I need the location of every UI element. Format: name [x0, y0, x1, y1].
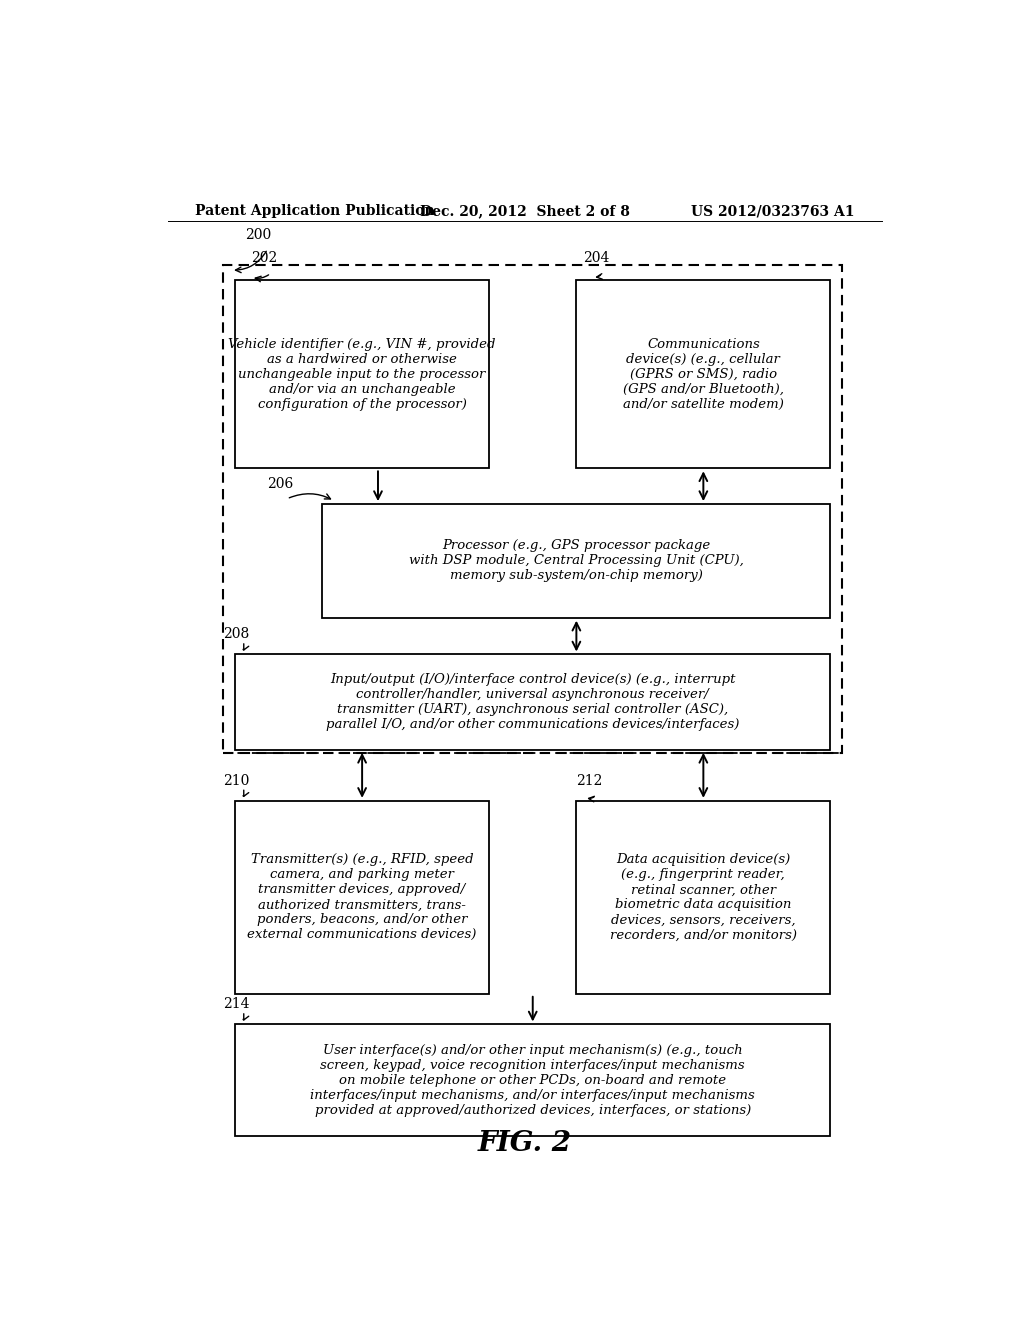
Text: FIG. 2: FIG. 2 [478, 1130, 571, 1156]
Text: Vehicle identifier (e.g., VIN #, provided
as a hardwired or otherwise
unchangeab: Vehicle identifier (e.g., VIN #, provide… [228, 338, 496, 411]
Text: 214: 214 [223, 997, 250, 1011]
Text: 200: 200 [246, 228, 271, 242]
Text: Patent Application Publication: Patent Application Publication [196, 205, 435, 218]
Text: Dec. 20, 2012  Sheet 2 of 8: Dec. 20, 2012 Sheet 2 of 8 [420, 205, 630, 218]
Text: 202: 202 [251, 251, 278, 265]
Text: Transmitter(s) (e.g., RFID, speed
camera, and parking meter
transmitter devices,: Transmitter(s) (e.g., RFID, speed camera… [248, 853, 477, 941]
Bar [323, 504, 830, 618]
Text: 204: 204 [583, 251, 609, 265]
Text: User interface(s) and/or other input mechanism(s) (e.g., touch
screen, keypad, v: User interface(s) and/or other input mec… [310, 1044, 755, 1117]
Bar [236, 1024, 830, 1137]
Text: 210: 210 [223, 774, 250, 788]
Text: Data acquisition device(s)
(e.g., fingerprint reader,
retinal scanner, other
bio: Data acquisition device(s) (e.g., finger… [610, 853, 797, 941]
Bar [223, 265, 842, 752]
Text: US 2012/0323763 A1: US 2012/0323763 A1 [690, 205, 854, 218]
Bar [577, 280, 830, 469]
Text: 206: 206 [267, 477, 293, 491]
Bar [577, 801, 830, 994]
Bar [236, 280, 489, 469]
Text: Input/output (I/O)/interface control device(s) (e.g., interrupt
controller/handl: Input/output (I/O)/interface control dev… [326, 673, 739, 731]
Text: Processor (e.g., GPS processor package
with DSP module, Central Processing Unit : Processor (e.g., GPS processor package w… [409, 540, 743, 582]
Bar [236, 655, 830, 750]
Text: 208: 208 [223, 627, 250, 642]
Text: 212: 212 [577, 774, 603, 788]
Text: Communications
device(s) (e.g., cellular
(GPRS or SMS), radio
(GPS and/or Blueto: Communications device(s) (e.g., cellular… [623, 338, 783, 411]
Bar [236, 801, 489, 994]
